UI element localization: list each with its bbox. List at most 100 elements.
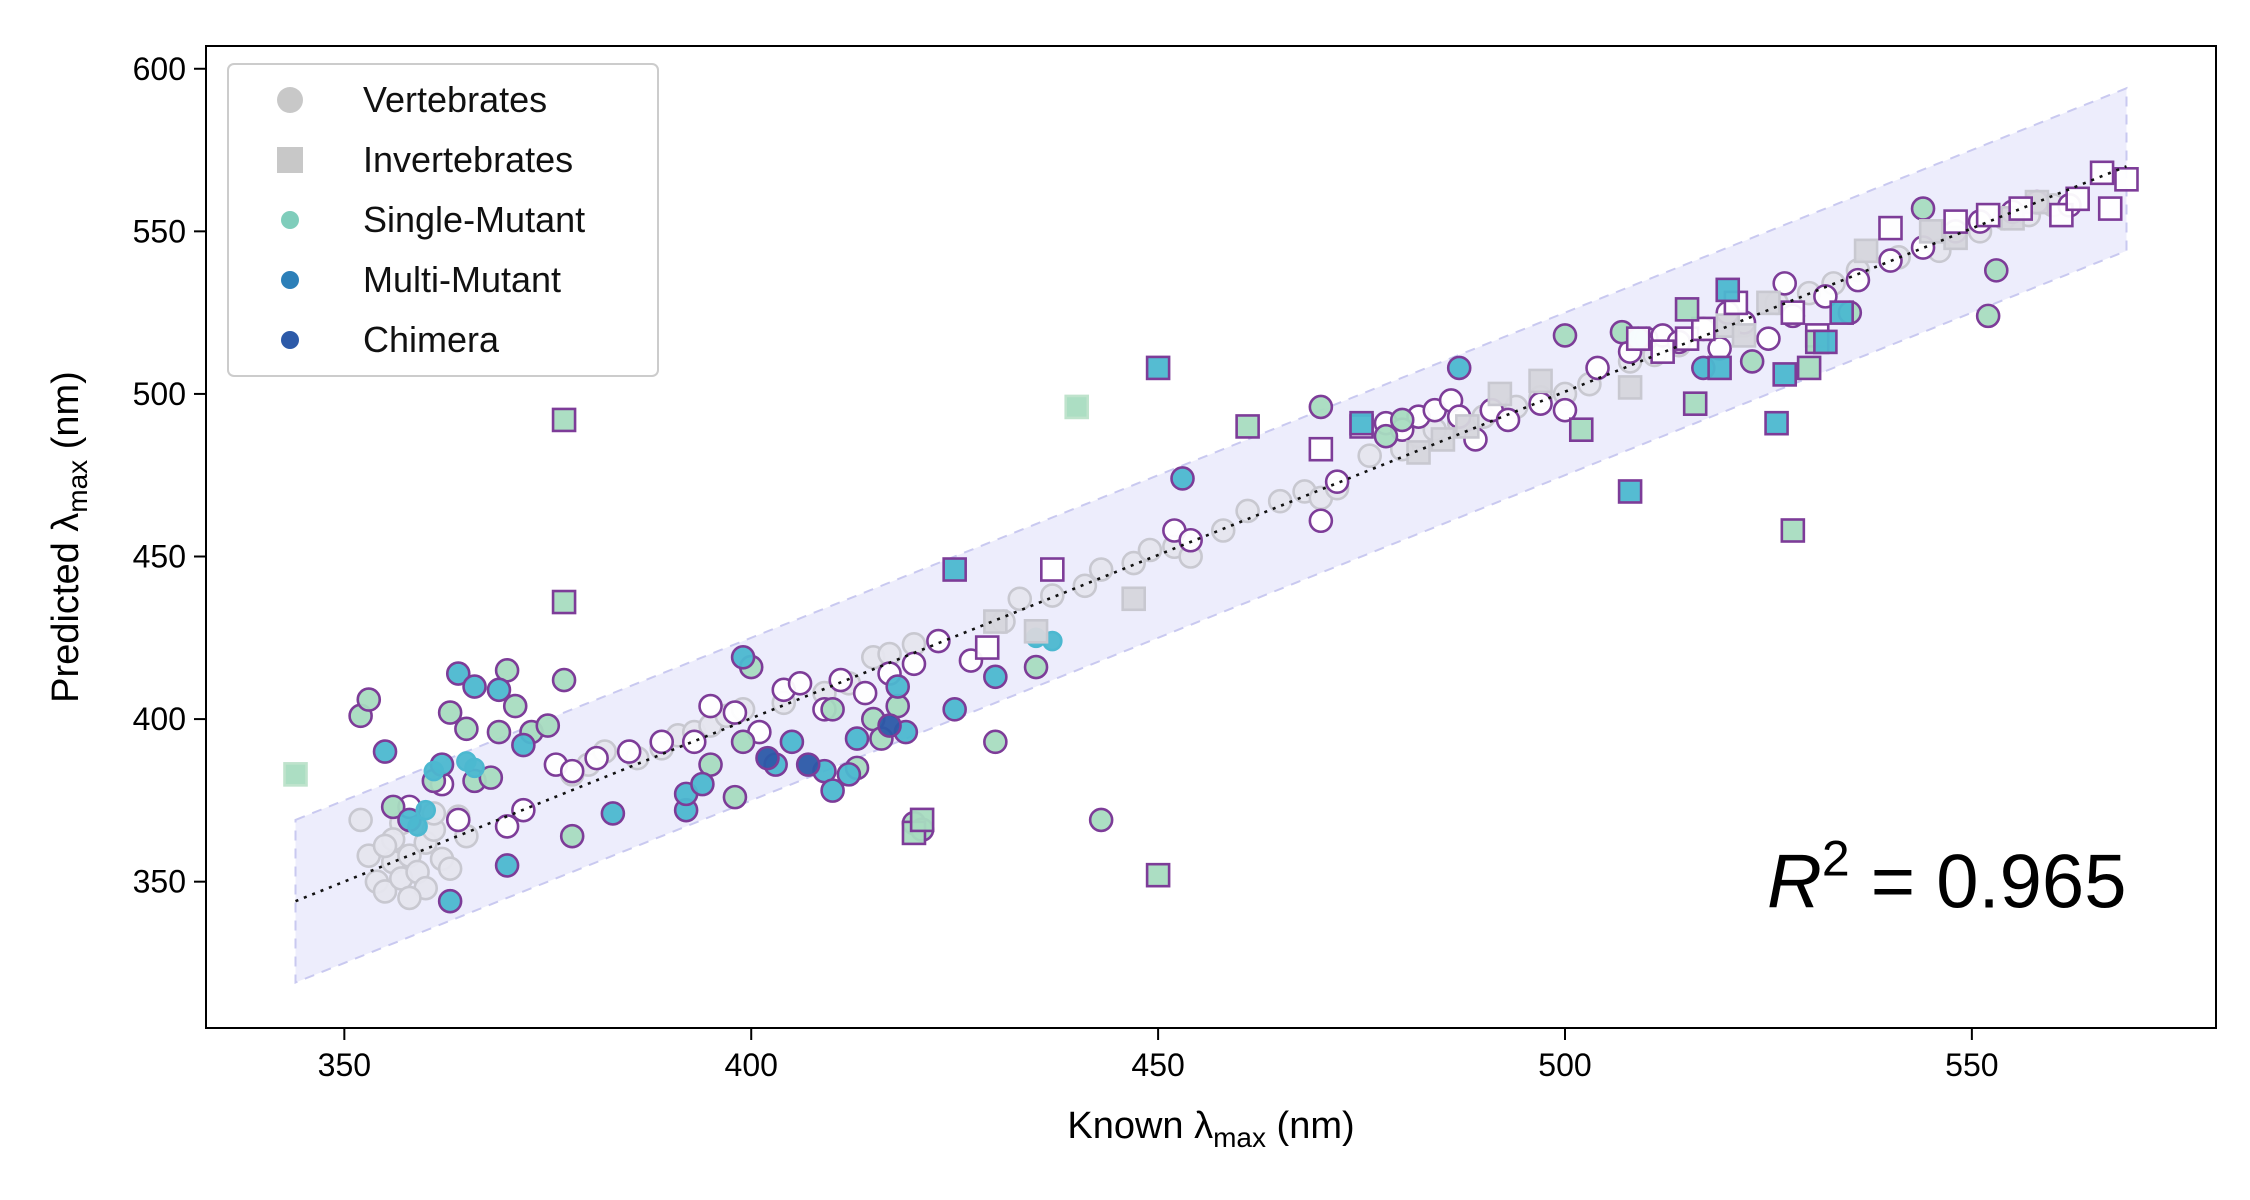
data-point xyxy=(283,762,308,787)
series-invertebrates-cyan xyxy=(942,277,1854,582)
data-point xyxy=(1625,326,1651,351)
data-point xyxy=(600,801,626,826)
legend-entry: Multi-Mutant xyxy=(281,259,561,300)
data-point xyxy=(1267,488,1293,514)
data-point xyxy=(494,814,520,839)
x-tick-label: 400 xyxy=(725,1047,778,1083)
data-point xyxy=(1349,410,1374,436)
data-point xyxy=(1389,407,1415,433)
data-point xyxy=(942,557,967,582)
data-point xyxy=(2065,186,2090,212)
data-point xyxy=(1023,654,1049,680)
data-point xyxy=(1487,381,1513,407)
data-point xyxy=(885,674,911,699)
data-point xyxy=(2097,196,2123,221)
data-point xyxy=(1772,271,1798,296)
data-point xyxy=(1756,326,1781,351)
data-point xyxy=(464,757,485,779)
data-point xyxy=(877,713,902,738)
data-point xyxy=(787,671,813,696)
data-point xyxy=(1918,219,1944,244)
data-point xyxy=(1308,436,1334,462)
data-point xyxy=(1088,557,1114,582)
y-tick-label: 350 xyxy=(133,864,186,900)
data-point xyxy=(1707,355,1732,381)
data-point xyxy=(1943,209,1968,234)
x-axis-label: Known λmax (nm) xyxy=(1067,1105,1354,1153)
y-tick-label: 450 xyxy=(133,539,186,575)
data-point xyxy=(974,635,1000,660)
data-point xyxy=(1829,300,1854,325)
data-point xyxy=(983,664,1008,690)
data-point xyxy=(722,700,748,725)
data-point xyxy=(755,745,780,771)
data-point xyxy=(1495,407,1521,433)
x-tick-label: 550 xyxy=(1945,1047,1998,1083)
data-point xyxy=(407,816,428,837)
data-point xyxy=(1446,355,1472,381)
legend-label: Multi-Mutant xyxy=(363,259,561,300)
data-point xyxy=(1780,300,1806,325)
data-point xyxy=(348,807,373,833)
data-point xyxy=(445,661,471,686)
legend-box xyxy=(227,63,659,377)
data-point xyxy=(559,758,585,784)
data-point xyxy=(551,407,577,433)
data-point xyxy=(1650,339,1675,364)
data-point xyxy=(2008,196,2033,221)
data-point xyxy=(1235,414,1260,439)
data-point xyxy=(1406,440,1431,465)
series-invertebrates-gray xyxy=(983,189,2050,644)
x-tick-label: 500 xyxy=(1538,1047,1591,1083)
data-point xyxy=(1552,323,1578,348)
legend-marker xyxy=(281,211,299,229)
data-point xyxy=(551,667,577,693)
legend-label: Invertebrates xyxy=(363,139,573,180)
data-point xyxy=(1731,323,1757,348)
data-point xyxy=(1975,303,2001,329)
data-point xyxy=(494,853,520,878)
legend-marker xyxy=(281,271,299,289)
data-point xyxy=(1210,518,1236,543)
legend-marker xyxy=(277,147,303,173)
legend-entry: Single-Mutant xyxy=(281,199,585,240)
legend-entry: Chimera xyxy=(281,319,500,360)
data-point xyxy=(1764,410,1789,436)
data-point xyxy=(983,609,1008,634)
data-point xyxy=(942,697,967,722)
data-point xyxy=(1373,423,1399,449)
data-point xyxy=(1617,479,1643,504)
data-point xyxy=(1617,375,1643,400)
data-point xyxy=(1910,196,1936,221)
y-tick-label: 500 xyxy=(133,376,186,412)
data-point xyxy=(690,771,715,797)
data-point xyxy=(1975,202,2001,228)
data-point xyxy=(372,833,398,859)
legend: Vertebrates Invertebrates Single-Mutant Mul… xyxy=(227,63,659,377)
data-point xyxy=(1235,498,1260,524)
data-point xyxy=(454,716,479,742)
data-point xyxy=(372,879,398,904)
data-point xyxy=(584,745,609,771)
data-point xyxy=(1780,518,1806,543)
data-point xyxy=(535,713,561,738)
data-point xyxy=(1772,362,1798,387)
plot-frame xyxy=(205,45,2217,1029)
legend-marker xyxy=(277,87,303,113)
data-point xyxy=(559,823,585,849)
legend-label: Single-Mutant xyxy=(363,199,585,240)
data-point xyxy=(828,667,854,693)
data-point xyxy=(616,739,642,764)
data-point xyxy=(795,752,821,777)
data-point xyxy=(1308,508,1334,534)
data-point xyxy=(779,729,805,755)
data-point xyxy=(1845,267,1871,293)
data-point xyxy=(1308,394,1334,420)
data-point xyxy=(1682,391,1708,416)
data-point xyxy=(730,729,756,755)
data-point xyxy=(1064,394,1090,420)
data-point xyxy=(926,628,951,654)
data-point xyxy=(820,697,845,722)
